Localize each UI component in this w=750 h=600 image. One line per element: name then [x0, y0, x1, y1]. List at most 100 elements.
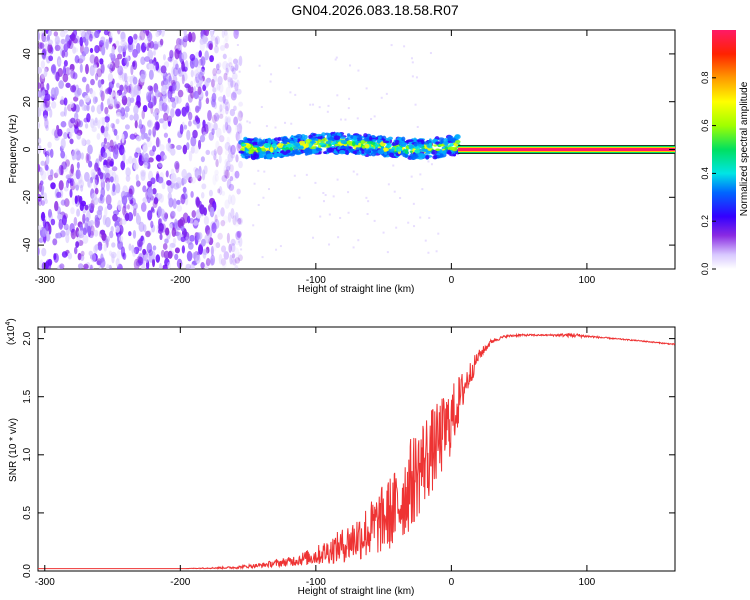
noise-blob: [56, 213, 63, 220]
noise-blob: [175, 144, 182, 150]
noise-blob: [195, 232, 200, 241]
noise-blob: [216, 114, 220, 120]
noise-blob: [183, 33, 189, 42]
noise-blob: [190, 176, 197, 184]
noise-blob: [208, 189, 213, 197]
noise-blob: [231, 67, 236, 75]
noise-blob: [45, 105, 51, 112]
noise-blob: [110, 91, 116, 98]
noise-blob: [133, 162, 139, 170]
noise-blob: [148, 157, 154, 163]
noise-blob: [38, 247, 40, 256]
noise-blob: [176, 199, 181, 205]
noise-blob: [234, 30, 240, 36]
transition-blob: [245, 143, 251, 149]
noise-blob: [60, 111, 66, 117]
transition-blob: [253, 153, 260, 159]
noise-blob: [219, 135, 225, 143]
transition-blob: [325, 140, 332, 145]
noise-blob: [40, 81, 45, 91]
faint-dot: [318, 106, 321, 109]
noise-blob: [236, 58, 242, 66]
noise-blob: [73, 153, 78, 160]
faint-dot: [259, 137, 262, 140]
faint-dot: [410, 175, 413, 178]
transition-blob: [394, 139, 400, 145]
noise-blob: [238, 160, 243, 169]
noise-blob: [225, 67, 229, 76]
transition-blob: [298, 140, 305, 146]
noise-blob: [69, 223, 75, 233]
noise-blob: [132, 202, 138, 210]
transition-blob: [366, 141, 374, 144]
noise-blob: [205, 90, 209, 97]
colorbar-label: Normalized spectral amplitude: [739, 81, 750, 216]
noise-blob: [73, 96, 79, 102]
transition-blob: [401, 136, 406, 142]
noise-blob: [188, 120, 192, 127]
noise-blob: [81, 137, 86, 147]
noise-blob: [68, 69, 75, 75]
noise-blob: [82, 218, 86, 225]
faint-dot: [257, 203, 260, 206]
noise-blob: [76, 161, 80, 169]
noise-blob: [175, 108, 182, 117]
noise-blob: [196, 213, 202, 219]
noise-blob: [212, 87, 217, 93]
noise-blob: [58, 218, 64, 230]
noise-blob: [188, 217, 195, 224]
noise-blob: [63, 186, 69, 192]
noise-blob: [116, 111, 122, 117]
noise-blob: [138, 152, 143, 163]
faint-dot: [427, 251, 430, 254]
transition-blob: [352, 150, 358, 155]
noise-blob: [91, 125, 97, 133]
noise-blob: [113, 95, 117, 107]
transition-blob: [289, 140, 294, 144]
noise-blob: [96, 166, 100, 176]
transition-blob: [402, 154, 409, 158]
transition-blob: [293, 142, 301, 147]
noise-blob: [222, 124, 226, 134]
transition-blob: [273, 137, 280, 141]
noise-blob: [89, 47, 94, 53]
noise-blob: [54, 129, 60, 139]
noise-blob: [142, 248, 147, 255]
noise-blob: [234, 212, 240, 222]
transition-blob: [454, 143, 459, 147]
transition-blob: [333, 135, 341, 141]
noise-blob: [140, 56, 146, 65]
noise-blob: [211, 128, 215, 136]
noise-blob: [121, 92, 126, 100]
noise-blob: [128, 155, 133, 164]
faint-dot: [326, 110, 329, 113]
transition-blob: [387, 148, 395, 152]
noise-blob: [171, 211, 176, 217]
noise-blob: [99, 229, 104, 238]
noise-blob: [224, 121, 229, 131]
noise-blob: [106, 263, 110, 269]
noise-blob: [238, 121, 243, 130]
noise-blob: [155, 154, 162, 162]
transition-blob: [295, 134, 303, 139]
faint-dot: [410, 57, 413, 60]
noise-blob: [215, 159, 219, 168]
faint-dot: [312, 103, 315, 106]
noise-blob: [226, 165, 231, 171]
top-y-tick-label: -40: [22, 237, 33, 252]
noise-blob: [91, 192, 97, 201]
noise-blob: [227, 78, 233, 88]
noise-blob: [231, 170, 237, 182]
transition-blob: [420, 139, 425, 145]
noise-blob: [220, 45, 226, 51]
noise-blob: [125, 167, 131, 177]
noise-blob: [58, 180, 64, 191]
noise-blob: [200, 192, 205, 199]
noise-blob: [143, 254, 150, 264]
faint-dot: [430, 163, 433, 166]
noise-blob: [194, 105, 200, 113]
noise-blob: [135, 146, 141, 154]
faint-dot: [236, 44, 239, 47]
transition-blob: [357, 135, 363, 142]
noise-blob: [109, 31, 113, 38]
